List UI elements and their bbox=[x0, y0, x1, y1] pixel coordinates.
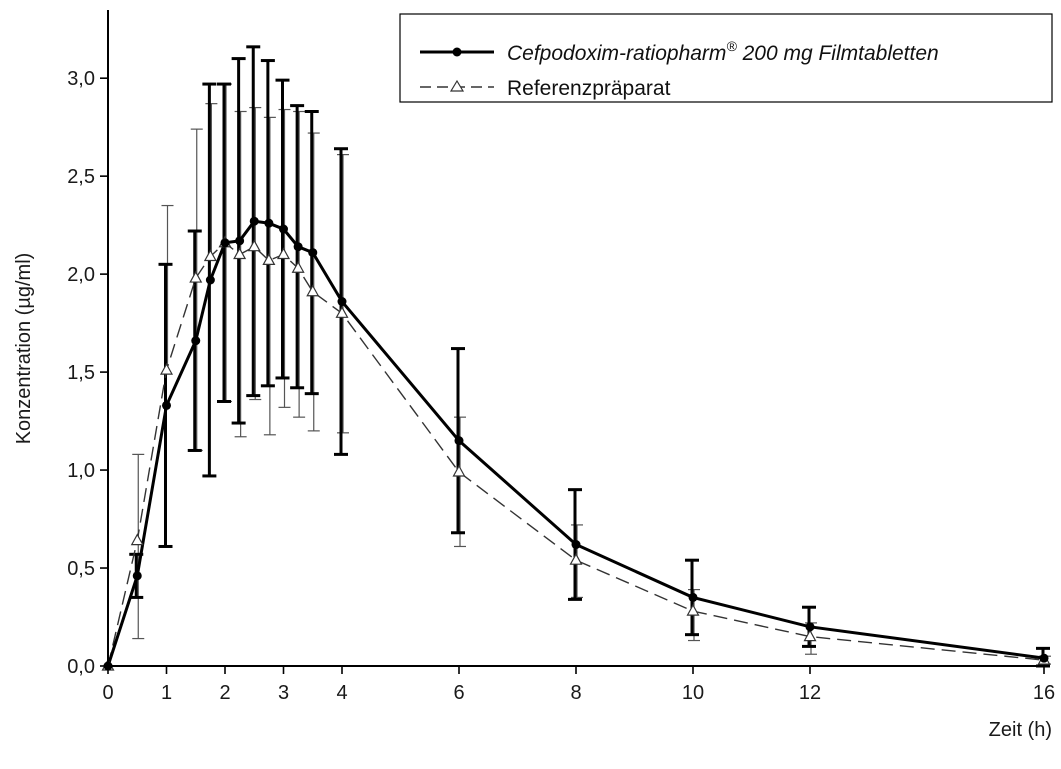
reference-point bbox=[203, 249, 217, 262]
reference-point bbox=[569, 552, 583, 565]
test-point bbox=[132, 571, 142, 581]
test-point bbox=[191, 336, 201, 346]
error-bars-layer bbox=[129, 45, 1051, 668]
test-point bbox=[688, 592, 698, 602]
x-tick-label: 3 bbox=[278, 682, 289, 704]
y-axis-title: Konzentration (µg/ml) bbox=[13, 253, 35, 445]
reference-point bbox=[159, 362, 174, 375]
y-tick-label: 1,5 bbox=[67, 362, 95, 384]
test-point bbox=[264, 218, 274, 228]
y-tick-label: 0,0 bbox=[67, 656, 95, 678]
test-point bbox=[235, 236, 245, 246]
test-series-line bbox=[106, 219, 1045, 667]
test-point bbox=[279, 224, 288, 234]
test-point bbox=[220, 238, 230, 248]
reference-point bbox=[233, 247, 247, 260]
series-lines-layer bbox=[106, 219, 1045, 667]
reference-point bbox=[130, 533, 144, 546]
test-point bbox=[249, 216, 259, 226]
markers-layer bbox=[101, 216, 1051, 671]
y-tick-label: 1,0 bbox=[67, 460, 95, 482]
x-tick-label: 2 bbox=[219, 682, 230, 704]
x-tick-label: 16 bbox=[1033, 682, 1055, 704]
reference-series-line bbox=[107, 241, 1045, 667]
legend: Cefpodoxim-ratiopharm® 200 mg Filmtablet… bbox=[399, 13, 1053, 103]
x-tick-label: 8 bbox=[570, 682, 581, 704]
test-point bbox=[162, 400, 171, 410]
test-point bbox=[571, 540, 581, 550]
x-tick-label: 0 bbox=[102, 682, 113, 704]
legend-label-reference: Referenzpräparat bbox=[507, 77, 671, 100]
test-point bbox=[454, 436, 464, 446]
x-tick-label: 4 bbox=[336, 682, 347, 704]
y-tick-label: 3,0 bbox=[67, 68, 95, 90]
x-tick-label: 1 bbox=[161, 682, 172, 704]
y-tick-label: 0,5 bbox=[67, 558, 95, 580]
x-tick-label: 10 bbox=[682, 682, 704, 704]
y-tick-label: 2,5 bbox=[67, 166, 95, 188]
reference-point bbox=[803, 629, 817, 642]
test-point bbox=[205, 275, 215, 285]
reference-point bbox=[276, 247, 291, 260]
legend-marker-test bbox=[452, 47, 462, 57]
legend-marker-reference bbox=[449, 79, 465, 92]
test-point bbox=[308, 248, 318, 258]
test-point bbox=[1039, 653, 1049, 663]
x-tick-label: 6 bbox=[453, 682, 464, 704]
legend-box bbox=[399, 13, 1053, 103]
reference-point bbox=[291, 261, 305, 273]
y-tick-label: 2,0 bbox=[67, 264, 95, 286]
x-axis-title: Zeit (h) bbox=[989, 719, 1052, 741]
test-point bbox=[293, 242, 303, 252]
axes-layer: 0 1 2 3 4 6 8 10 12 16 0,00,51,01,52,02,53,0 Zeit… bbox=[13, 10, 1055, 741]
y-axis-ticks: 0,0 0,5 1,0 1,5 2,0 2,5 3,0 bbox=[67, 68, 108, 678]
reference-point bbox=[452, 464, 466, 477]
reference-point bbox=[262, 253, 276, 266]
reference-point bbox=[247, 239, 261, 252]
reference-point bbox=[189, 270, 203, 283]
reference-point bbox=[306, 284, 320, 297]
test-point bbox=[805, 622, 815, 632]
reference-point bbox=[335, 306, 349, 318]
legend-label-test: Cefpodoxim-ratiopharm® 200 mg Filmtablet… bbox=[507, 38, 939, 65]
x-tick-label: 12 bbox=[799, 682, 821, 704]
test-point bbox=[337, 297, 347, 307]
reference-point bbox=[686, 603, 700, 616]
x-axis-ticks: 0 1 2 3 4 6 8 10 12 16 bbox=[102, 666, 1055, 704]
